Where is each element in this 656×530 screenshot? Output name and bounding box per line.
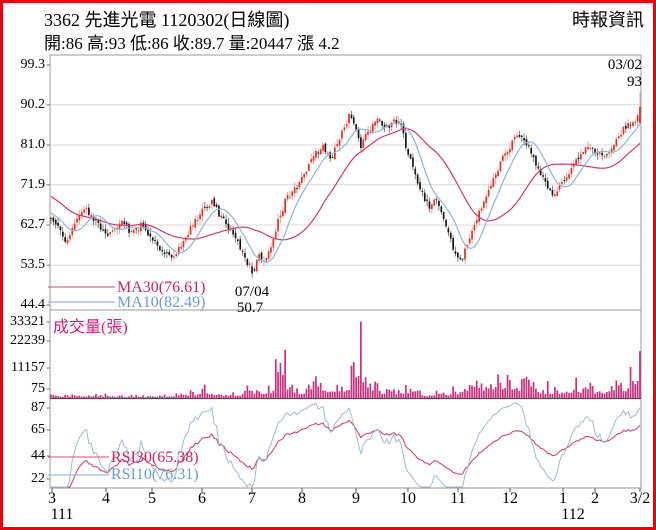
- quote-line: 開:86 高:93 低:86 收:89.7 量:20447 漲 4.2: [44, 34, 340, 53]
- pane-borders: [49, 54, 642, 489]
- grid-lines: [50, 104, 641, 266]
- axis-tick-marks: [46, 64, 641, 492]
- data-source-label: 時報資訊: [572, 10, 644, 30]
- moving-average-lines: [50, 122, 641, 263]
- volume-bars-group: [50, 321, 641, 398]
- rsi-lines: [51, 402, 641, 488]
- chart-title: 3362 先進光電 1120302(日線圖): [44, 10, 290, 30]
- legend-swatch-lines: [48, 286, 115, 476]
